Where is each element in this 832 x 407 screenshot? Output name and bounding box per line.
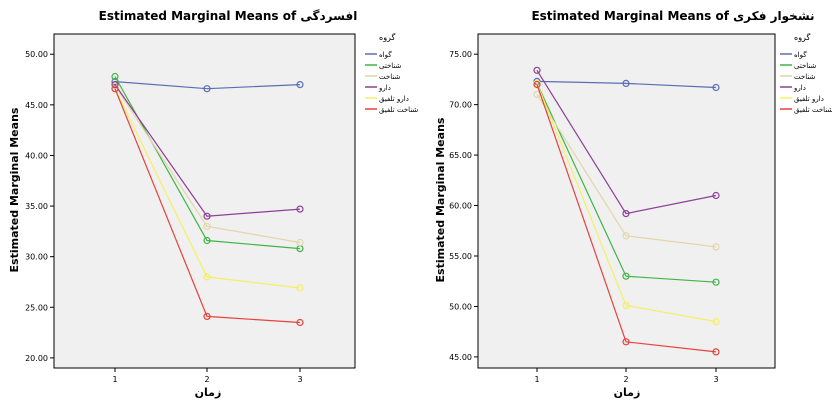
- data-point: [296, 238, 304, 247]
- series-line: [536, 83, 717, 283]
- data-point: [622, 79, 630, 88]
- y-tick-label: 45.00: [25, 101, 48, 110]
- chart-title: Estimated Marginal Means of نشخوار فکری: [531, 9, 814, 24]
- data-point: [622, 301, 630, 309]
- y-tick-label: 60.00: [449, 202, 472, 211]
- data-point: [296, 318, 304, 327]
- y-tick-label: 20.00: [25, 354, 48, 363]
- chart-panel-2: Estimated Marginal Means of نشخوار فکری E…: [434, 9, 832, 399]
- data-point: [622, 338, 630, 346]
- y-tick-label: 45.00: [449, 353, 472, 362]
- legend-entry: دارو: [378, 84, 391, 92]
- legend-entry: گواه: [794, 50, 807, 59]
- data-point: [712, 243, 720, 251]
- data-point: [712, 83, 720, 92]
- series-line: [536, 84, 717, 353]
- series-line: [536, 69, 717, 215]
- legend-entry: گواه: [379, 50, 392, 59]
- legend-entry: دارو تلفیق: [379, 95, 409, 103]
- legend-entry: دارو: [793, 84, 806, 92]
- data-point: [622, 210, 630, 218]
- series-line: [114, 88, 301, 289]
- data-point: [203, 236, 211, 245]
- x-tick-label: 1: [534, 375, 539, 384]
- legend-entry: شناختی: [379, 62, 402, 70]
- data-point: [533, 80, 541, 89]
- legend-entry: دارو تلفیق: [794, 95, 824, 103]
- legend-entry: شناخت: [794, 73, 815, 81]
- legend-entry: شناخت تلفیق: [379, 106, 418, 114]
- data-point: [203, 312, 211, 320]
- legend-entry: شناخت: [379, 73, 400, 81]
- series-line: [114, 84, 301, 217]
- x-axis-label: زمان: [614, 386, 641, 399]
- series-line: [114, 76, 301, 250]
- data-point: [203, 85, 211, 93]
- x-tick-label: 3: [297, 375, 302, 384]
- y-tick-label: 75.00: [449, 50, 472, 59]
- chart-panel-1: Estimated Marginal Means of افسردگی Estim…: [8, 9, 418, 399]
- series-line: [114, 88, 301, 324]
- x-tick-label: 2: [204, 375, 209, 384]
- data-point: [111, 85, 119, 93]
- y-tick-label: 55.00: [449, 252, 472, 261]
- y-tick-label: 35.00: [25, 202, 48, 211]
- data-point: [712, 318, 720, 326]
- data-point: [111, 80, 119, 89]
- data-point: [203, 273, 211, 281]
- series-line: [536, 83, 717, 323]
- series-line: [536, 94, 717, 248]
- y-tick-label: 70.00: [449, 101, 472, 110]
- data-point: [203, 222, 211, 230]
- series-line: [114, 85, 301, 244]
- y-tick-label: 25.00: [25, 303, 48, 312]
- y-tick-label: 50.00: [449, 302, 472, 311]
- data-point: [533, 66, 541, 74]
- legend-title: گروه: [794, 32, 810, 42]
- data-point: [712, 278, 720, 286]
- plot-area: [477, 33, 776, 369]
- chart-title: Estimated Marginal Means of افسردگی: [99, 9, 358, 23]
- legend-title: گروه: [379, 32, 395, 42]
- data-point: [712, 348, 720, 356]
- x-tick-label: 2: [623, 375, 628, 384]
- series-line: [536, 80, 717, 89]
- x-tick-label: 3: [713, 375, 718, 384]
- legend-entry: شناختی: [794, 62, 817, 70]
- y-tick-label: 50.00: [25, 50, 48, 59]
- data-point: [622, 232, 630, 240]
- data-point: [622, 272, 630, 280]
- x-axis-label: زمان: [195, 386, 222, 399]
- legend-entry: شناخت تلفیق: [794, 106, 832, 114]
- y-axis-label: Estimated Marginal Means: [8, 107, 21, 272]
- y-tick-label: 40.00: [25, 151, 48, 160]
- data-point: [296, 80, 304, 89]
- y-tick-label: 30.00: [25, 253, 48, 262]
- y-axis-label: Estimated Marginal Means: [434, 117, 447, 282]
- data-point: [296, 284, 304, 292]
- data-point: [296, 205, 304, 213]
- data-point: [203, 212, 211, 220]
- x-tick-label: 1: [112, 375, 117, 384]
- series-line: [114, 81, 301, 90]
- y-tick-label: 65.00: [449, 151, 472, 160]
- data-point: [111, 72, 119, 81]
- data-point: [712, 191, 720, 200]
